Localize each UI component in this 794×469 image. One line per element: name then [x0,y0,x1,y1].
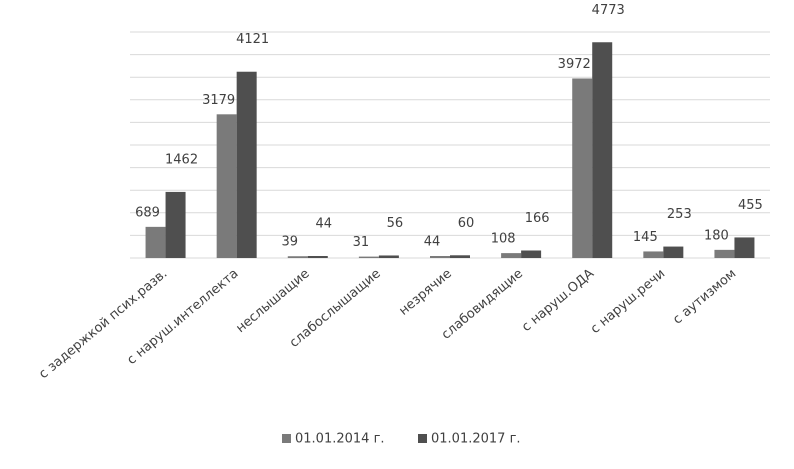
chart: 689 1462 с задержкой псих.разв. 3179 4121 с н… [0,0,794,469]
legend-label: 01.01.2017 г. [431,432,521,447]
value-label: 60 [458,216,475,231]
x-tick-label: неслышащие [233,266,312,336]
bar [288,256,308,258]
bar [714,250,734,258]
value-label: 3179 [202,93,235,108]
value-label: 56 [387,216,404,231]
value-label: 31 [353,235,370,250]
bar [521,250,541,258]
bar [592,42,612,258]
value-label: 4773 [592,3,625,18]
bar [146,227,166,258]
bar [734,237,754,258]
value-label: 253 [667,207,692,222]
value-label: 3972 [558,57,591,72]
bar [430,256,450,258]
value-label: 108 [491,232,516,247]
bar [663,247,683,258]
value-label: 4121 [236,32,269,47]
bar [237,72,257,258]
value-label: 689 [135,205,160,220]
bar [217,114,237,258]
x-tick-label: с наруш.речи [588,266,668,337]
legend-label: 01.01.2014 г. [295,432,385,447]
value-label: 1462 [165,152,198,167]
bar [308,256,328,258]
bar [450,255,470,258]
value-label: 180 [704,228,729,243]
value-label: 455 [738,198,763,213]
legend-swatch [418,434,427,443]
value-label: 166 [525,211,550,226]
bar [572,78,592,258]
bar [359,257,379,258]
bar [166,192,186,258]
value-label: 44 [424,235,441,250]
x-tick-label: с наруш.ОДА [519,266,597,335]
value-label: 39 [282,235,299,250]
bar [379,255,399,258]
value-label: 44 [316,217,333,232]
bar [643,251,663,258]
x-tick-label: с аутизмом [670,266,739,327]
bar [501,253,521,258]
value-label: 145 [633,230,658,245]
x-tick-label: с задержкой псих.разв. [36,266,170,382]
legend-swatch [282,434,291,443]
x-tick-label: незрячие [396,266,454,318]
